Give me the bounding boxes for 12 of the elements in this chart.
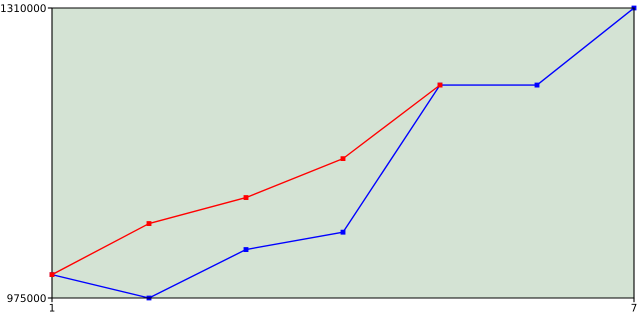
- point: [340, 230, 346, 235]
- point: [534, 82, 540, 88]
- point: [340, 156, 346, 162]
- point: [146, 296, 152, 300]
- x-tick-label: 1: [50, 304, 54, 312]
- y-tick-label: 975000: [7, 294, 46, 302]
- point: [244, 195, 248, 200]
- point: [244, 247, 248, 252]
- point: [632, 6, 636, 10]
- y-tick-label: 1310000: [1, 4, 46, 12]
- x-tick-label: 7: [632, 304, 636, 312]
- point: [146, 221, 152, 226]
